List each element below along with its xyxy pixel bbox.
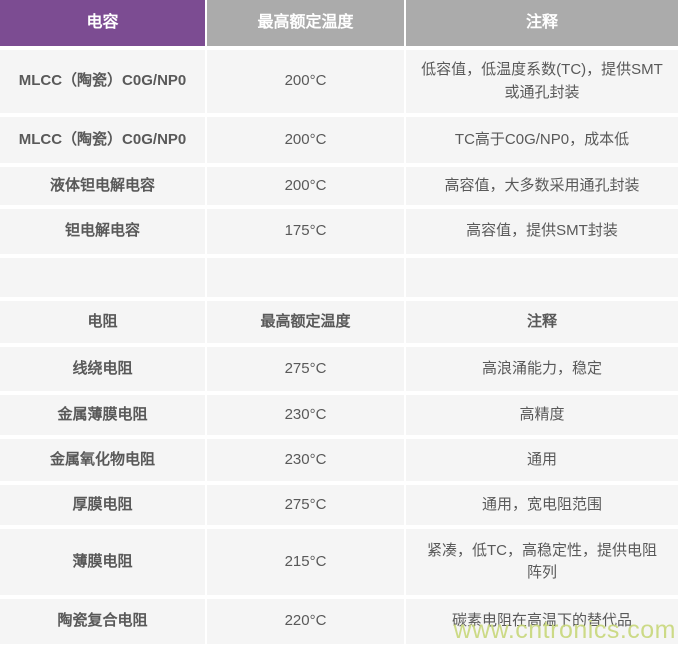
note-cell: 低容值，低温度系数(TC)，提供SMT或通孔封装 bbox=[406, 50, 678, 113]
table-row: 液体钽电解电容 200°C 高容值，大多数采用通孔封装 bbox=[0, 167, 678, 205]
component-name-cell: 薄膜电阻 bbox=[0, 529, 205, 595]
header-notes: 注释 bbox=[406, 0, 678, 46]
max-temperature-cell: 220°C bbox=[207, 599, 404, 644]
note-cell: 通用，宽电阻范围 bbox=[406, 485, 678, 525]
table-row: 金属薄膜电阻 230°C 高精度 bbox=[0, 395, 678, 435]
table-header-row: 电容 最高额定温度 注释 bbox=[0, 0, 678, 46]
note-cell: 高容值，提供SMT封装 bbox=[406, 209, 678, 254]
header-max-rated-temperature: 最高额定温度 bbox=[207, 0, 404, 46]
max-temperature-cell: 175°C bbox=[207, 209, 404, 254]
table-row: MLCC（陶瓷）C0G/NP0 200°C TC高于C0G/NP0，成本低 bbox=[0, 117, 678, 163]
component-name-cell: 厚膜电阻 bbox=[0, 485, 205, 525]
component-name-cell: 线绕电阻 bbox=[0, 347, 205, 391]
component-name-cell: 电阻 bbox=[0, 301, 205, 343]
note-cell: 注释 bbox=[406, 301, 678, 343]
component-name-cell: MLCC（陶瓷）C0G/NP0 bbox=[0, 50, 205, 113]
max-temperature-cell: 215°C bbox=[207, 529, 404, 595]
table-row: MLCC（陶瓷）C0G/NP0 200°C 低容值，低温度系数(TC)，提供SMT或… bbox=[0, 50, 678, 113]
component-name-cell: 金属氧化物电阻 bbox=[0, 439, 205, 481]
max-temperature-cell: 200°C bbox=[207, 117, 404, 163]
table-row bbox=[0, 258, 678, 297]
max-temperature-cell: 275°C bbox=[207, 347, 404, 391]
note-cell: 通用 bbox=[406, 439, 678, 481]
table-row: 电阻 最高额定温度 注释 bbox=[0, 301, 678, 343]
table-row: 线绕电阻 275°C 高浪涌能力，稳定 bbox=[0, 347, 678, 391]
max-temperature-cell: 230°C bbox=[207, 439, 404, 481]
component-name-cell: 金属薄膜电阻 bbox=[0, 395, 205, 435]
component-name-cell: MLCC（陶瓷）C0G/NP0 bbox=[0, 117, 205, 163]
table-body: MLCC（陶瓷）C0G/NP0 200°C 低容值，低温度系数(TC)，提供SMT或… bbox=[0, 50, 678, 644]
table-row: 陶瓷复合电阻 220°C 碳素电阻在高温下的替代品 bbox=[0, 599, 678, 644]
note-cell bbox=[406, 258, 678, 297]
note-cell: 碳素电阻在高温下的替代品 bbox=[406, 599, 678, 644]
component-name-cell: 液体钽电解电容 bbox=[0, 167, 205, 205]
max-temperature-cell: 200°C bbox=[207, 167, 404, 205]
table-row: 金属氧化物电阻 230°C 通用 bbox=[0, 439, 678, 481]
table-row: 钽电解电容 175°C 高容值，提供SMT封装 bbox=[0, 209, 678, 254]
note-cell: 高精度 bbox=[406, 395, 678, 435]
component-name-cell bbox=[0, 258, 205, 297]
component-name-cell: 陶瓷复合电阻 bbox=[0, 599, 205, 644]
note-cell: TC高于C0G/NP0，成本低 bbox=[406, 117, 678, 163]
max-temperature-cell bbox=[207, 258, 404, 297]
note-cell: 高容值，大多数采用通孔封装 bbox=[406, 167, 678, 205]
table-row: 厚膜电阻 275°C 通用，宽电阻范围 bbox=[0, 485, 678, 525]
max-temperature-cell: 200°C bbox=[207, 50, 404, 113]
header-capacitor: 电容 bbox=[0, 0, 205, 46]
note-cell: 紧凑，低TC，高稳定性，提供电阻阵列 bbox=[406, 529, 678, 595]
max-temperature-cell: 230°C bbox=[207, 395, 404, 435]
table-row: 薄膜电阻 215°C 紧凑，低TC，高稳定性，提供电阻阵列 bbox=[0, 529, 678, 595]
max-temperature-cell: 最高额定温度 bbox=[207, 301, 404, 343]
note-cell: 高浪涌能力，稳定 bbox=[406, 347, 678, 391]
max-temperature-cell: 275°C bbox=[207, 485, 404, 525]
component-name-cell: 钽电解电容 bbox=[0, 209, 205, 254]
